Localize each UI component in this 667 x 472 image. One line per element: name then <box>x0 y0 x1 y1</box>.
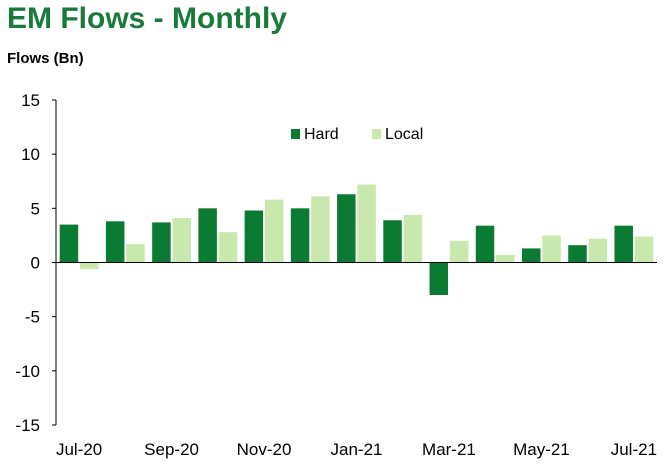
legend-label: Local <box>385 126 423 143</box>
y-tick-label: -5 <box>25 308 40 327</box>
bar-local-Sep-20 <box>172 218 191 263</box>
bar-hard-Nov-20 <box>244 210 264 263</box>
bar-hard-Jul-20 <box>59 224 79 263</box>
bar-hard-Aug-20 <box>105 221 125 263</box>
bar-hard-Dec-20 <box>290 208 310 263</box>
bar-hard-Jan-21 <box>337 194 356 263</box>
bar-hard-Oct-20 <box>198 208 217 263</box>
x-tick-label: Mar-21 <box>422 440 476 459</box>
bar-hard-Jul-21 <box>614 225 633 263</box>
axes-layer: 15 10 5 0 -5 -10 -15 Jul-20 Sep-20 Nov-20 Jan-21 Ma… <box>15 91 657 459</box>
y-axis-label: Flows (Bn) <box>7 50 84 67</box>
bar-hard-Feb-21 <box>383 220 402 263</box>
x-tick-label: Nov-20 <box>237 440 292 459</box>
bar-hard-Jun-21 <box>568 245 587 263</box>
bar-local-Oct-20 <box>218 232 238 263</box>
bar-hard-Sep-20 <box>152 222 171 263</box>
legend-swatch <box>372 129 381 139</box>
bar-local-Mar-21 <box>449 240 469 263</box>
bar-local-Nov-20 <box>264 199 284 263</box>
x-tick-label: May-21 <box>513 440 570 459</box>
legend-swatch <box>291 129 300 139</box>
bar-local-Aug-20 <box>126 244 145 263</box>
y-tick-label: -15 <box>15 416 40 435</box>
y-tick-label: -10 <box>15 362 40 381</box>
x-tick-label: Sep-20 <box>144 440 199 459</box>
y-tick-label: 5 <box>31 199 40 218</box>
bar-local-Apr-21 <box>496 254 515 263</box>
bar-local-Jun-21 <box>588 238 608 263</box>
bar-hard-May-21 <box>522 248 541 263</box>
x-tick-label: Jul-21 <box>611 440 657 459</box>
legend-item-hard: Hard <box>291 126 339 143</box>
bar-local-May-21 <box>542 235 561 263</box>
legend-label: Hard <box>304 126 339 143</box>
chart-title: EM Flows - Monthly <box>7 2 287 35</box>
x-tick-label: Jan-21 <box>331 440 383 459</box>
legend-item-local: Local <box>372 126 423 143</box>
bar-local-Dec-20 <box>311 196 330 263</box>
bar-hard-Apr-21 <box>475 225 495 263</box>
y-tick-label: 10 <box>21 145 40 164</box>
bar-local-Feb-21 <box>403 214 423 263</box>
y-tick-label: 0 <box>31 254 40 273</box>
x-tick-label: Jul-20 <box>56 440 102 459</box>
bars-layer <box>59 184 654 295</box>
bar-local-Jul-21 <box>634 236 654 263</box>
bar-local-Jul-20 <box>80 262 99 269</box>
legend: Hard Local <box>291 126 423 143</box>
bar-local-Jan-21 <box>357 184 376 263</box>
bar-hard-Mar-21 <box>429 262 449 295</box>
y-tick-label: 15 <box>21 91 40 110</box>
